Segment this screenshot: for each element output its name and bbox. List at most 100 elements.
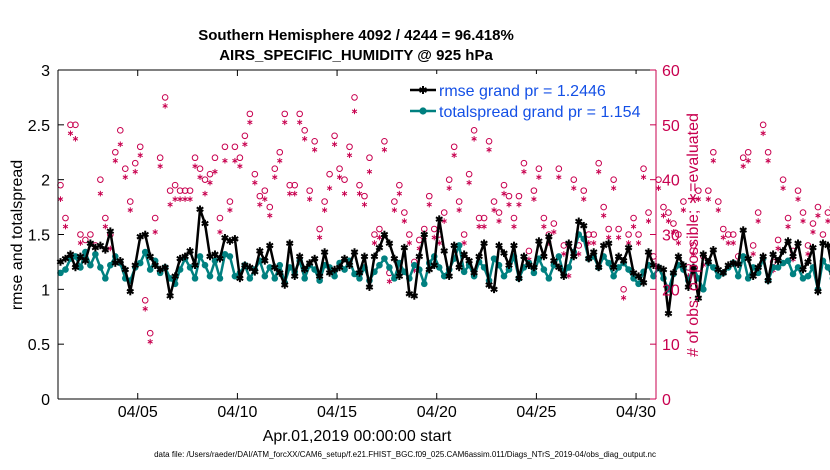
obs-evaluated-marker xyxy=(695,196,702,202)
obs-possible-marker xyxy=(87,231,94,238)
obs-possible-marker xyxy=(705,187,712,194)
obs-possible-marker xyxy=(460,231,468,238)
obs-possible-marker xyxy=(610,176,617,183)
x-tick-label: 04/05 xyxy=(118,404,158,421)
obs-possible-marker xyxy=(605,225,612,233)
obs-evaluated-marker xyxy=(715,207,721,213)
obs-evaluated-marker xyxy=(366,168,373,175)
obs-possible-marker xyxy=(660,203,667,211)
legend-marker-rmse xyxy=(419,86,427,94)
rmse-point xyxy=(290,272,299,280)
totalspread-point xyxy=(545,275,553,282)
rmse-point xyxy=(709,246,718,254)
obs-possible-marker xyxy=(724,231,732,238)
totalspread-point xyxy=(804,272,812,280)
totalspread-point xyxy=(351,270,358,278)
obs-evaluated-marker xyxy=(252,179,258,186)
obs-possible-marker xyxy=(396,181,403,189)
obs-possible-marker xyxy=(764,148,772,156)
rmse-point xyxy=(116,257,125,265)
rmse-point xyxy=(141,230,149,239)
rmse-point xyxy=(604,239,613,248)
obs-evaluated-marker xyxy=(591,240,597,246)
obs-evaluated-marker xyxy=(785,223,791,230)
obs-possible-marker xyxy=(261,187,269,194)
totalspread-point xyxy=(605,259,612,267)
obs-possible-marker xyxy=(406,231,413,238)
rmse-point xyxy=(490,285,498,294)
obs-evaluated-marker xyxy=(187,196,193,202)
totalspread-point xyxy=(356,275,363,282)
rmse-point xyxy=(350,248,359,256)
rmse-point xyxy=(320,248,329,256)
totalspread-point xyxy=(107,261,114,269)
obs-possible-marker xyxy=(281,110,289,118)
obs-evaluated-marker xyxy=(670,229,677,235)
rmse-point xyxy=(420,230,429,239)
axes: 04/05 04/10 04/15 04/20 04/25 04/30 0 0.5 1 1.5 2 2… xyxy=(28,63,680,421)
obs-possible-marker xyxy=(336,165,343,172)
totalspread-point xyxy=(700,286,707,293)
obs-possible-marker xyxy=(97,176,104,183)
obs-evaluated-marker xyxy=(122,174,128,180)
obs-evaluated-marker xyxy=(705,196,711,202)
obs-evaluated-marker xyxy=(541,223,547,230)
obs-possible-marker xyxy=(799,209,807,216)
obs-possible-marker xyxy=(371,231,378,238)
obs-possible-marker xyxy=(620,286,627,293)
obs-possible-marker xyxy=(784,214,792,222)
chart-title-line2: AIRS_SPECIFIC_HUMIDITY @ 925 hPa xyxy=(219,47,493,64)
obs-evaluated-marker xyxy=(401,218,408,224)
obs-possible-marker xyxy=(141,297,149,304)
obs-evaluated-marker xyxy=(162,103,168,109)
totalspread-point xyxy=(216,275,224,282)
obs-possible-marker xyxy=(510,214,518,222)
line-series-layer xyxy=(56,205,830,318)
obs-evaluated-marker xyxy=(167,201,173,208)
obs-possible-marker xyxy=(186,187,194,194)
obs-evaluated-marker xyxy=(610,185,617,191)
obs-possible-marker xyxy=(729,231,737,238)
totalspread-point xyxy=(221,250,229,258)
obs-possible-marker xyxy=(146,329,154,337)
rmse-point xyxy=(495,241,503,250)
obs-evaluated-marker xyxy=(810,229,816,235)
obs-possible-marker xyxy=(201,176,209,183)
obs-possible-marker xyxy=(480,214,488,222)
obs-possible-marker xyxy=(690,242,697,249)
rmse-point xyxy=(550,257,558,265)
obs-possible-marker xyxy=(580,187,588,194)
x-axis-label: Apr.01,2019 00:00:00 start xyxy=(263,428,452,445)
rmse-point xyxy=(196,205,204,214)
y2-tick-label: 40 xyxy=(662,173,680,190)
obs-evaluated-marker xyxy=(601,212,607,219)
obs-evaluated-marker xyxy=(346,152,353,159)
obs-possible-marker xyxy=(301,127,308,134)
obs-possible-marker xyxy=(680,198,687,205)
obs-possible-marker xyxy=(590,231,598,238)
obs-possible-marker xyxy=(739,154,747,162)
totalspread-point xyxy=(505,266,513,273)
totalspread-point xyxy=(739,253,747,260)
totalspread-point xyxy=(610,272,617,280)
rmse-point xyxy=(216,254,224,263)
rmse-point xyxy=(315,272,324,280)
obs-evaluated-marker xyxy=(386,278,393,285)
obs-evaluated-marker xyxy=(466,179,472,186)
rmse-point xyxy=(470,269,478,277)
totalspread-point xyxy=(779,259,787,267)
totalspread-point xyxy=(784,257,792,265)
totalspread-point xyxy=(231,272,239,280)
obs-evaluated-marker xyxy=(491,207,497,213)
obs-possible-marker xyxy=(72,121,79,129)
obs-possible-marker xyxy=(381,137,388,145)
obs-possible-marker xyxy=(490,198,498,205)
obs-evaluated-marker xyxy=(212,168,218,175)
obs-evaluated-marker xyxy=(481,223,487,230)
obs-possible-marker xyxy=(401,209,408,216)
rmse-point xyxy=(804,258,812,266)
obs-possible-marker xyxy=(625,231,632,238)
totalspread-point xyxy=(141,248,149,256)
obs-possible-marker xyxy=(121,165,129,172)
totalspread-point xyxy=(710,264,717,271)
